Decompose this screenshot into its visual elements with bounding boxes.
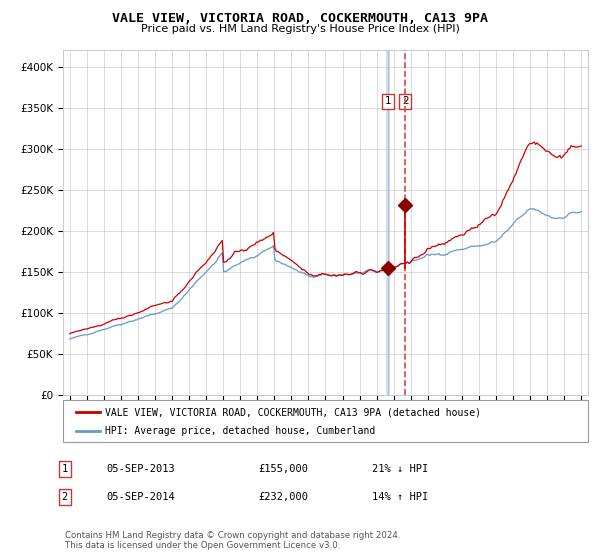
Text: HPI: Average price, detached house, Cumberland: HPI: Average price, detached house, Cumb… [105,427,375,436]
Text: Price paid vs. HM Land Registry's House Price Index (HPI): Price paid vs. HM Land Registry's House … [140,24,460,34]
Text: VALE VIEW, VICTORIA ROAD, COCKERMOUTH, CA13 9PA (detached house): VALE VIEW, VICTORIA ROAD, COCKERMOUTH, C… [105,407,481,417]
Text: 14% ↑ HPI: 14% ↑ HPI [372,492,428,502]
FancyBboxPatch shape [63,400,588,442]
Text: 05-SEP-2014: 05-SEP-2014 [107,492,176,502]
Text: Contains HM Land Registry data © Crown copyright and database right 2024.
This d: Contains HM Land Registry data © Crown c… [65,531,400,550]
Text: 1: 1 [385,96,391,106]
Text: 2: 2 [62,492,68,502]
Text: £155,000: £155,000 [258,464,308,474]
Text: 2: 2 [402,96,409,106]
Bar [386,50,390,395]
Text: 1: 1 [62,464,68,474]
Text: £232,000: £232,000 [258,492,308,502]
Text: VALE VIEW, VICTORIA ROAD, COCKERMOUTH, CA13 9PA: VALE VIEW, VICTORIA ROAD, COCKERMOUTH, C… [112,12,488,25]
Text: 05-SEP-2013: 05-SEP-2013 [107,464,176,474]
Text: 21% ↓ HPI: 21% ↓ HPI [372,464,428,474]
